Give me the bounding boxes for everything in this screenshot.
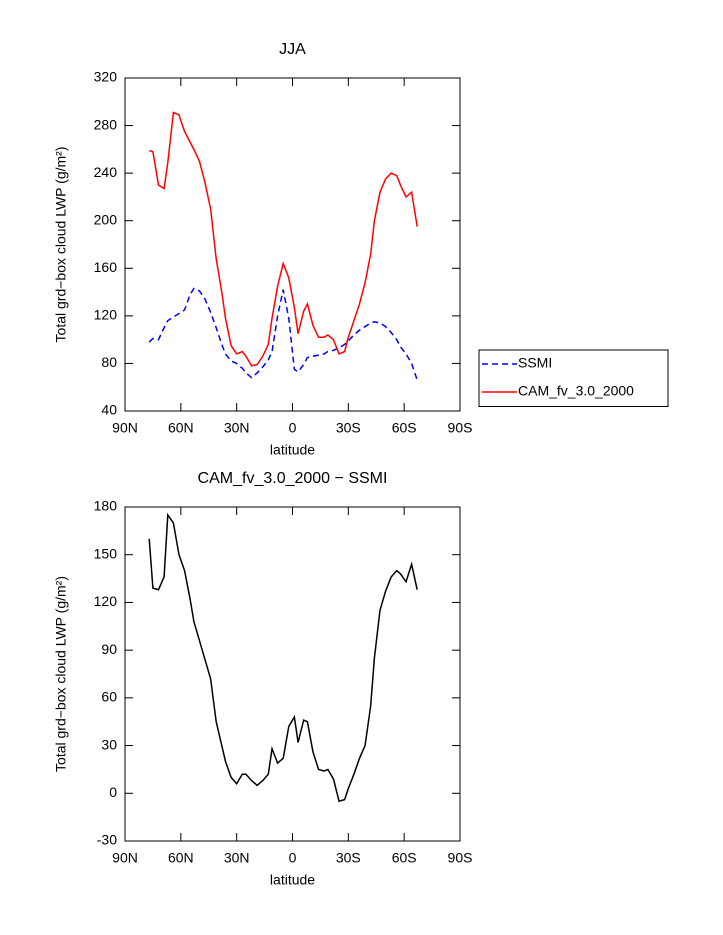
y-tick-label: 160 <box>94 259 118 275</box>
x-tick-label: 30N <box>224 420 250 436</box>
x-tick-label: 60S <box>392 420 417 436</box>
y-tick-label: 60 <box>101 689 117 705</box>
data-line <box>148 512 418 803</box>
x-tick-label: 0 <box>289 850 297 866</box>
x-tick-label: 90N <box>112 420 138 436</box>
y-tick-label: 200 <box>94 211 118 227</box>
x-tick-label: 30S <box>336 420 361 436</box>
x-tick-label: 0 <box>289 420 297 436</box>
x-tick-label: 60N <box>168 850 194 866</box>
x-tick-label: 30N <box>224 850 250 866</box>
legend-label: CAM_fv_3.0_2000 <box>518 383 634 399</box>
y-tick-label: 150 <box>94 545 118 561</box>
x-tick-label: 90N <box>112 850 138 866</box>
x-axis-label: latitude <box>270 872 315 888</box>
y-tick-label: 280 <box>94 116 118 132</box>
x-tick-label: 60S <box>392 850 417 866</box>
x-tick-label: 60N <box>168 420 194 436</box>
plot-frame <box>124 506 461 842</box>
y-tick-label: -30 <box>97 832 117 848</box>
chart-title: CAM_fv_3.0_2000 − SSMI <box>198 470 388 487</box>
x-tick-label: 30S <box>336 850 361 866</box>
x-tick-label: 90S <box>448 420 473 436</box>
plot-frame <box>124 77 461 412</box>
x-axis-label: latitude <box>270 442 315 458</box>
y-axis-label: Total grd−box cloud LWP (g/m²) <box>53 147 69 343</box>
y-tick-label: 40 <box>101 402 117 418</box>
series-line <box>148 111 418 367</box>
legend-label: SSMI <box>518 355 552 371</box>
legend-box <box>478 349 669 407</box>
series-line <box>148 287 418 381</box>
y-tick-label: 180 <box>94 498 118 514</box>
y-tick-label: 120 <box>94 593 118 609</box>
y-tick-label: 240 <box>94 164 118 180</box>
y-tick-label: 120 <box>94 307 118 323</box>
y-axis-label: Total grd−box cloud LWP (g/m²) <box>53 576 69 772</box>
y-tick-label: 80 <box>101 354 117 370</box>
x-tick-label: 90S <box>448 850 473 866</box>
y-tick-label: 320 <box>94 69 118 85</box>
y-tick-label: 30 <box>101 736 117 752</box>
chart-title: JJA <box>279 41 306 58</box>
y-tick-label: 0 <box>109 784 117 800</box>
y-tick-label: 90 <box>101 641 117 657</box>
